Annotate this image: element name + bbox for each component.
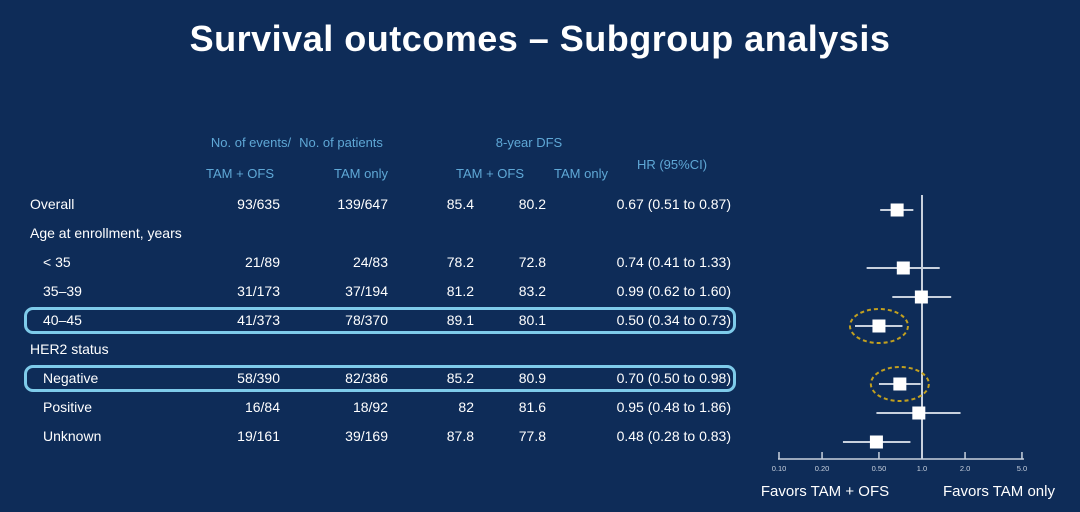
cell-dfs-tam-only: 81.6 xyxy=(518,399,546,415)
cell-events-tam-only: 18/92 xyxy=(352,399,388,415)
row-label: Overall xyxy=(30,196,75,212)
forest-marker-square xyxy=(890,203,904,217)
subheader-tam-ofs-events: TAM + OFS xyxy=(205,166,275,181)
table-section-row: HER2 status xyxy=(0,339,740,359)
header-no-of-events: No. of events/ xyxy=(210,135,292,150)
cell-events-tam-ofs: 19/161 xyxy=(237,428,280,444)
forest-circle-annotation xyxy=(848,308,909,344)
forest-marker-square xyxy=(914,290,928,304)
cell-events-tam-only: 24/83 xyxy=(352,254,388,270)
cell-events-tam-ofs: 58/390 xyxy=(237,370,280,386)
cell-dfs-tam-ofs: 78.2 xyxy=(446,254,474,270)
table-row: Positive 16/84 18/92 82 81.6 0.95 (0.48 to 1.… xyxy=(0,397,740,417)
header-hr-95ci: HR (95%CI) xyxy=(636,157,708,172)
favors-left-label: Favors TAM + OFS xyxy=(760,483,890,500)
forest-tick-label: 0.50 xyxy=(872,464,887,473)
row-label: Negative xyxy=(43,370,99,386)
forest-marker-square xyxy=(893,377,907,391)
cell-dfs-tam-ofs: 85.4 xyxy=(446,196,474,212)
subheader-tam-only-patients: TAM only xyxy=(334,166,388,181)
table-row: Negative 58/390 82/386 85.2 80.9 0.70 (0.50 t… xyxy=(0,368,740,388)
cell-events-tam-only: 139/647 xyxy=(337,196,388,212)
subheader-tam-only-dfs: TAM only xyxy=(554,166,608,181)
forest-tick-label: 0.10 xyxy=(772,464,787,473)
slide-title: Survival outcomes – Subgroup analysis xyxy=(189,18,891,59)
row-label: Unknown xyxy=(43,428,102,444)
table-row: 40–45 41/373 78/370 89.1 80.1 0.50 (0.34 to 0… xyxy=(0,310,740,330)
forest-tick-label: 5.0 xyxy=(1017,464,1027,473)
table-row: 35–39 31/173 37/194 81.2 83.2 0.99 (0.62 to 1… xyxy=(0,281,740,301)
cell-events-tam-only: 37/194 xyxy=(345,283,388,299)
row-label: < 35 xyxy=(43,254,71,270)
table-row: Overall 93/635 139/647 85.4 80.2 0.67 (0.51 t… xyxy=(0,194,740,214)
cell-hr-ci: 0.95 (0.48 to 1.86) xyxy=(616,399,731,415)
cell-events-tam-only: 78/370 xyxy=(345,312,388,328)
subheader-tam-ofs-dfs: TAM + OFS xyxy=(455,166,525,181)
cell-dfs-tam-only: 80.2 xyxy=(518,196,546,212)
cell-dfs-tam-only: 77.8 xyxy=(518,428,546,444)
cell-hr-ci: 0.74 (0.41 to 1.33) xyxy=(616,254,731,270)
forest-tick-label: 2.0 xyxy=(960,464,970,473)
table-row: < 35 21/89 24/83 78.2 72.8 0.74 (0.41 to 1.33… xyxy=(0,252,740,272)
cell-events-tam-only: 39/169 xyxy=(345,428,388,444)
cell-dfs-tam-ofs: 81.2 xyxy=(446,283,474,299)
cell-dfs-tam-only: 80.1 xyxy=(518,312,546,328)
forest-tick-label: 1.0 xyxy=(917,464,927,473)
cell-events-tam-ofs: 41/373 xyxy=(237,312,280,328)
cell-dfs-tam-ofs: 82 xyxy=(458,399,474,415)
forest-tick-label: 0.20 xyxy=(815,464,830,473)
cell-dfs-tam-only: 83.2 xyxy=(518,283,546,299)
table-row: Unknown 19/161 39/169 87.8 77.8 0.48 (0.28 to… xyxy=(0,426,740,446)
cell-events-tam-ofs: 21/89 xyxy=(244,254,280,270)
cell-events-tam-ofs: 93/635 xyxy=(237,196,280,212)
cell-dfs-tam-ofs: 87.8 xyxy=(446,428,474,444)
forest-marker-square xyxy=(912,406,926,420)
row-label: 35–39 xyxy=(43,283,82,299)
cell-events-tam-ofs: 31/173 xyxy=(237,283,280,299)
cell-dfs-tam-ofs: 89.1 xyxy=(446,312,474,328)
header-no-of-patients: No. of patients xyxy=(299,135,383,150)
forest-circle-annotation xyxy=(869,366,930,402)
forest-marker-square xyxy=(869,435,883,449)
row-label: Positive xyxy=(43,399,93,415)
row-label: 40–45 xyxy=(43,312,82,328)
row-label: HER2 status xyxy=(30,341,109,357)
forest-marker-square xyxy=(872,319,886,333)
cell-hr-ci: 0.48 (0.28 to 0.83) xyxy=(616,428,731,444)
cell-hr-ci: 0.70 (0.50 to 0.98) xyxy=(616,370,731,386)
header-8yr-dfs: 8-year DFS xyxy=(495,135,563,150)
cell-dfs-tam-only: 72.8 xyxy=(518,254,546,270)
cell-hr-ci: 0.50 (0.34 to 0.73) xyxy=(616,312,731,328)
cell-hr-ci: 0.99 (0.62 to 1.60) xyxy=(616,283,731,299)
forest-marker-square xyxy=(896,261,910,275)
table-section-row: Age at enrollment, years xyxy=(0,223,740,243)
cell-hr-ci: 0.67 (0.51 to 0.87) xyxy=(616,196,731,212)
cell-events-tam-ofs: 16/84 xyxy=(244,399,280,415)
favors-right-label: Favors TAM only xyxy=(943,483,1055,500)
cell-dfs-tam-ofs: 85.2 xyxy=(446,370,474,386)
cell-events-tam-only: 82/386 xyxy=(345,370,388,386)
row-label: Age at enrollment, years xyxy=(30,225,182,241)
cell-dfs-tam-only: 80.9 xyxy=(518,370,546,386)
